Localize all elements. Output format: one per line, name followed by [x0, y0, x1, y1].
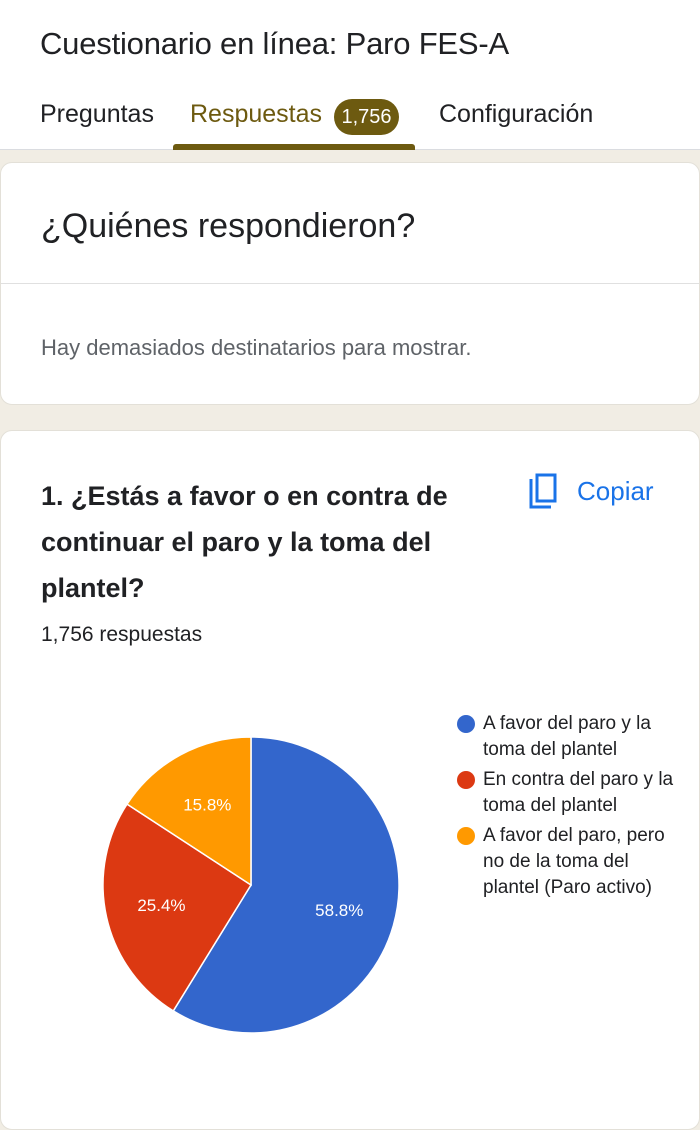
respondents-title: ¿Quiénes respondieron?: [41, 207, 416, 245]
copy-chart-button[interactable]: Copiar: [529, 471, 654, 511]
pie-slice-0: [172, 736, 400, 1034]
legend-label: En contra del paro y la toma del plantel: [483, 769, 674, 816]
pie-slice-1: [102, 803, 253, 1012]
pie-slice-2: [126, 736, 252, 887]
legend-swatch: [457, 771, 475, 789]
responses-count-badge: 1,756: [334, 99, 399, 135]
legend-item: En contra del paro y la toma del plantel: [457, 767, 687, 819]
legend-swatch: [457, 827, 475, 845]
tab-questions[interactable]: Preguntas: [40, 100, 154, 128]
card-divider: [1, 283, 699, 284]
response-count: 1,756 respuestas: [41, 623, 203, 646]
question-title: 1. ¿Estás a favor o en contra de continu…: [41, 481, 448, 603]
tab-settings[interactable]: Configuración: [439, 100, 594, 128]
legend-item: A favor del paro, pero no de la toma del…: [457, 823, 687, 901]
pie-slice-label-0: 58.8%: [315, 901, 363, 920]
legend-swatch: [457, 715, 475, 733]
copy-icon: [529, 473, 557, 509]
copy-label: Copiar: [577, 475, 654, 506]
legend-label: A favor del paro, pero no de la toma del…: [483, 825, 665, 898]
legend-item: A favor del paro y la toma del plantel: [457, 711, 687, 763]
form-title: Cuestionario en línea: Paro FES-A: [40, 26, 509, 61]
legend-label: A favor del paro y la toma del plantel: [483, 713, 651, 760]
pie-slice-label-2: 15.8%: [183, 795, 231, 814]
chart-legend: A favor del paro y la toma del plantel En…: [457, 711, 687, 905]
tab-responses[interactable]: Respuestas: [190, 100, 323, 128]
pie-slice-label-1: 25.4%: [137, 896, 185, 915]
question-card: 1. ¿Estás a favor o en contra de continu…: [0, 430, 700, 1130]
pie-chart: 58.8% 25.4% 15.8%: [102, 736, 400, 1034]
active-tab-indicator: [173, 144, 415, 150]
respondents-card: ¿Quiénes respondieron? Hay demasiados de…: [0, 162, 700, 405]
top-bar: Cuestionario en línea: Paro FES-A Pregun…: [0, 0, 700, 150]
respondents-note: Hay demasiados destinatarios para mostra…: [41, 335, 472, 360]
